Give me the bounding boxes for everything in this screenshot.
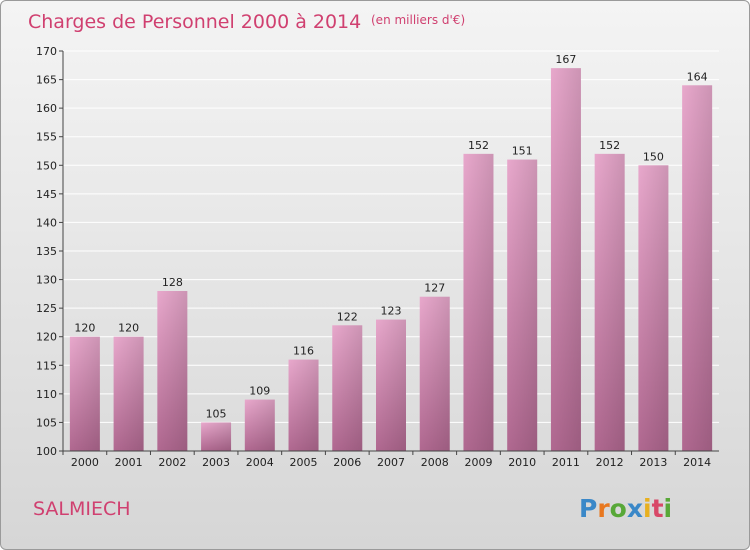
chart-subtitle: (en milliers d'€) <box>371 13 465 27</box>
x-tick-label-2008: 2008 <box>421 456 449 469</box>
bar-shade-2004 <box>244 399 275 451</box>
y-tick-label: 130 <box>36 274 57 287</box>
value-label-2007: 123 <box>381 305 402 318</box>
value-label-2012: 152 <box>599 139 620 152</box>
x-tick-label-2009: 2009 <box>464 456 492 469</box>
bar-shade-2000 <box>69 336 100 451</box>
y-tick-label: 160 <box>36 102 57 115</box>
y-tick-label: 145 <box>36 188 57 201</box>
bar-shade-2005 <box>288 359 319 451</box>
bar-shade-2001 <box>113 336 144 451</box>
y-tick-label: 120 <box>36 331 57 344</box>
y-tick-label: 150 <box>36 159 57 172</box>
bar-shade-2011 <box>550 68 581 452</box>
value-label-2014: 164 <box>687 70 708 83</box>
value-label-2002: 128 <box>162 276 183 289</box>
value-label-2011: 167 <box>555 53 576 66</box>
y-tick-label: 105 <box>36 416 57 429</box>
x-tick-label-2007: 2007 <box>377 456 405 469</box>
bar-shade-2013 <box>638 165 669 452</box>
y-tick-label: 140 <box>36 216 57 229</box>
x-axis-ticks: 2000 2001 2002 2003 2004 2005 2006 2007 2008 2009… <box>62 451 711 469</box>
x-tick-label-2002: 2002 <box>158 456 186 469</box>
y-tick-label: 165 <box>36 74 57 87</box>
x-tick-label-2004: 2004 <box>246 456 274 469</box>
bar-shade-2006 <box>332 325 363 451</box>
y-tick-label: 115 <box>36 359 57 372</box>
x-tick-label-2012: 2012 <box>596 456 624 469</box>
value-label-2013: 150 <box>643 150 664 163</box>
bar-shade-2003 <box>201 422 232 451</box>
y-tick-label: 155 <box>36 131 57 144</box>
value-label-2005: 116 <box>293 345 314 358</box>
axes <box>62 51 719 452</box>
value-label-2001: 120 <box>118 322 139 335</box>
y-tick-label: 125 <box>36 302 57 315</box>
proxiti-logo: Proxiti <box>579 494 672 523</box>
bars <box>69 68 713 452</box>
x-tick-label-2014: 2014 <box>683 456 711 469</box>
y-tick-label: 170 <box>36 45 57 58</box>
value-label-2006: 122 <box>337 310 358 323</box>
bar-shade-2014 <box>682 85 713 452</box>
x-tick-label-2000: 2000 <box>71 456 99 469</box>
x-tick-label-2001: 2001 <box>115 456 143 469</box>
x-tick-label-2010: 2010 <box>508 456 536 469</box>
value-label-2008: 127 <box>424 282 445 295</box>
value-label-2000: 120 <box>74 322 95 335</box>
value-label-2010: 151 <box>512 145 533 158</box>
value-label-2004: 109 <box>249 385 270 398</box>
bar-shade-2012 <box>594 153 625 451</box>
value-label-2009: 152 <box>468 139 489 152</box>
chart-title: Charges de Personnel 2000 à 2014 <box>28 11 361 33</box>
bar-shade-2008 <box>419 296 450 451</box>
bar-shade-2010 <box>507 159 538 452</box>
x-tick-label-2003: 2003 <box>202 456 230 469</box>
x-tick-label-2006: 2006 <box>333 456 361 469</box>
bar-shade-2009 <box>463 153 494 451</box>
bar-shade-2007 <box>376 319 406 451</box>
commune-name: SALMIECH <box>33 498 131 520</box>
y-tick-label: 110 <box>36 388 57 401</box>
x-tick-label-2013: 2013 <box>639 456 667 469</box>
proxiti-logo-text: Proxiti <box>579 494 672 523</box>
y-axis-ticks: 100 105 110 115 120 125 130 135 140 145 150 155 160 1… <box>36 45 63 458</box>
x-tick-label-2011: 2011 <box>552 456 580 469</box>
y-tick-label: 100 <box>36 445 57 458</box>
y-tick-label: 135 <box>36 245 57 258</box>
x-tick-label-2005: 2005 <box>290 456 318 469</box>
value-labels: 120 120 128 105 109 116 122 123 127 152 151 167 152 1… <box>74 53 707 420</box>
bar-shade-2002 <box>157 291 188 451</box>
value-label-2003: 105 <box>206 407 227 420</box>
